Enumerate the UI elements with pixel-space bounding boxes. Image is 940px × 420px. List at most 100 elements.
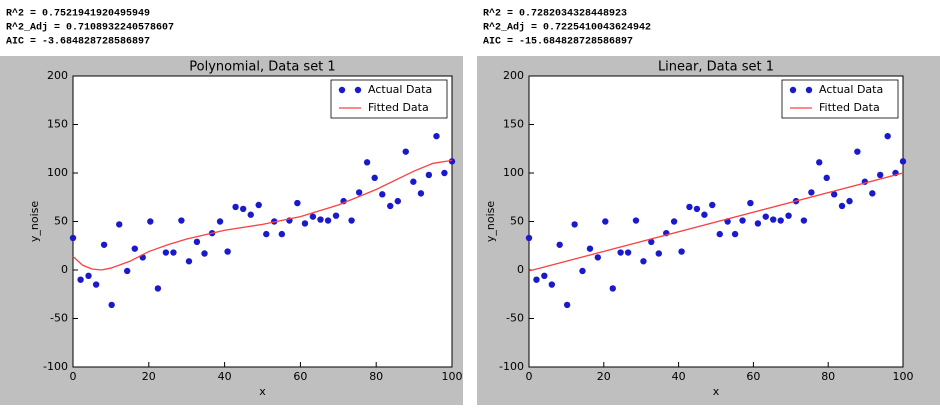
legend-label: Fitted Data xyxy=(819,101,880,114)
stat-line: R^2 = 0.7521941920495949 xyxy=(6,8,150,20)
legend-box xyxy=(330,79,448,119)
data-point xyxy=(563,301,571,309)
data-point xyxy=(770,216,777,223)
data-point xyxy=(548,281,556,288)
data-point xyxy=(571,221,578,228)
legend-marker xyxy=(338,86,346,94)
data-point xyxy=(201,250,208,257)
data-point xyxy=(686,203,693,211)
legend-label: Fitted Data xyxy=(368,101,429,114)
data-point xyxy=(232,203,239,211)
data-point xyxy=(754,220,762,227)
data-point xyxy=(433,132,440,140)
data-point xyxy=(716,230,723,238)
data-point xyxy=(170,249,177,256)
y-tick-label: 0 xyxy=(517,263,524,276)
x-axis-label: x xyxy=(259,385,266,398)
data-point xyxy=(77,276,84,283)
data-point xyxy=(556,241,563,248)
data-point xyxy=(731,230,739,238)
data-point xyxy=(640,258,647,265)
data-point xyxy=(363,159,371,166)
x-tick-label: 0 xyxy=(526,370,533,383)
data-point xyxy=(670,218,678,225)
data-point xyxy=(830,191,838,198)
y-tick-label: -100 xyxy=(499,360,524,373)
data-point xyxy=(701,211,708,218)
fitted-line xyxy=(528,172,904,272)
data-point xyxy=(602,218,609,225)
data-point xyxy=(617,249,624,256)
data-point xyxy=(785,212,792,219)
data-point xyxy=(162,249,170,256)
data-point xyxy=(816,159,823,166)
data-point xyxy=(869,190,876,197)
data-point xyxy=(247,211,254,218)
y-axis-label: y_noise xyxy=(28,201,41,242)
y-tick-label: -100 xyxy=(43,360,68,373)
data-point xyxy=(417,190,425,197)
data-point xyxy=(777,217,784,224)
data-point xyxy=(648,238,655,246)
data-point xyxy=(425,171,433,179)
data-point xyxy=(348,217,355,224)
data-point xyxy=(116,221,123,228)
y-tick-label: 0 xyxy=(61,263,68,276)
y-tick-label: 50 xyxy=(510,215,524,228)
data-point xyxy=(185,258,193,265)
y-tick-label: 50 xyxy=(54,215,68,228)
data-point xyxy=(441,169,448,177)
y-axis-label: y_noise xyxy=(484,201,497,242)
x-tick-label: 20 xyxy=(597,370,611,383)
stat-line: R^2_Adj = 0.7225410043624942 xyxy=(483,22,651,34)
data-point xyxy=(579,267,586,275)
legend-label: Actual Data xyxy=(819,83,883,96)
y-tick-label: -50 xyxy=(506,312,524,325)
data-point xyxy=(301,220,309,227)
data-point xyxy=(178,217,185,224)
stat-line: AIC = -3.684828728586897 xyxy=(6,37,150,48)
data-point xyxy=(823,174,830,182)
chart-title: Linear, Data set 1 xyxy=(658,60,774,75)
data-point xyxy=(69,234,77,242)
data-point xyxy=(586,245,594,252)
data-point xyxy=(371,174,378,182)
data-point xyxy=(108,301,115,309)
x-tick-label: 60 xyxy=(746,370,760,383)
data-point xyxy=(294,199,301,207)
legend-marker xyxy=(354,86,362,94)
data-point xyxy=(131,245,138,252)
x-tick-label: 0 xyxy=(70,370,77,383)
data-point xyxy=(899,158,907,165)
data-point xyxy=(808,189,815,196)
data-point xyxy=(594,254,602,261)
data-point xyxy=(884,132,891,140)
data-point xyxy=(123,267,131,275)
x-tick-label: 20 xyxy=(142,370,156,383)
data-point xyxy=(147,218,154,225)
fitted-line xyxy=(72,159,453,271)
data-point xyxy=(100,241,108,248)
data-point xyxy=(324,217,332,224)
y-tick-label: 100 xyxy=(503,166,524,179)
data-point xyxy=(624,249,632,256)
y-tick-label: 100 xyxy=(47,166,68,179)
x-tick-label: 40 xyxy=(218,370,232,383)
y-tick-label: 150 xyxy=(47,118,68,131)
data-point xyxy=(379,191,386,198)
data-point xyxy=(224,248,231,255)
data-point xyxy=(632,217,640,224)
data-point xyxy=(410,178,417,185)
data-point xyxy=(85,272,92,280)
y-tick-label: 200 xyxy=(503,69,524,82)
x-tick-label: 60 xyxy=(293,370,307,383)
data-point xyxy=(525,234,533,242)
data-point xyxy=(609,285,616,292)
y-tick-label: 200 xyxy=(47,69,68,82)
data-point xyxy=(332,212,340,219)
data-point xyxy=(216,218,224,225)
data-point xyxy=(762,213,769,220)
data-point xyxy=(355,189,363,196)
data-point xyxy=(193,238,201,246)
